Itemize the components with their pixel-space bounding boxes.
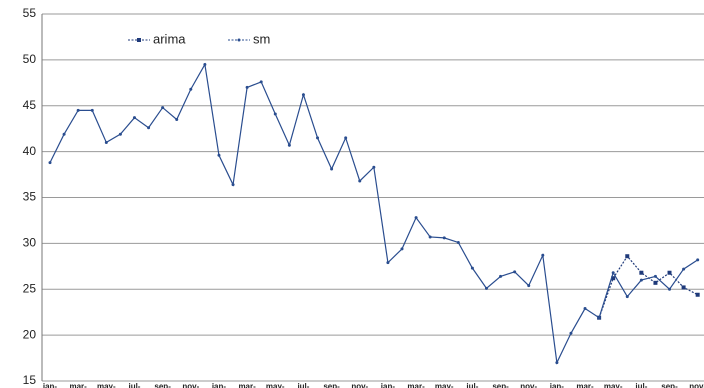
x-tick-label: may-2013 [97,382,116,388]
marker [442,236,446,240]
y-tick-label: 40 [23,144,37,158]
x-tick-label: nov-2015 [520,382,538,388]
marker [681,285,686,290]
x-tick-label: jul-2014 [295,382,313,388]
legend-marker [137,38,141,42]
x-tick-label: mar-2015 [407,382,425,388]
y-tick-label: 15 [23,373,37,387]
x-tick-label: may-2014 [266,382,285,388]
marker [62,132,66,136]
marker [175,118,179,122]
y-tick-label: 30 [23,236,37,250]
x-tick-label: jan-2013 [41,382,59,388]
marker [695,292,700,297]
marker [625,295,629,299]
marker [456,240,460,244]
marker [499,274,503,278]
marker [470,266,474,270]
marker [653,280,658,285]
marker [653,274,657,278]
y-tick-label: 20 [23,327,37,341]
marker [611,271,615,275]
x-tick-label: mar-2013 [69,382,87,388]
marker [287,143,291,147]
marker [161,106,165,110]
legend-label: sm [253,31,270,46]
legend-marker [237,38,241,42]
x-tick-label: jul-2015 [464,382,482,388]
marker [104,140,108,144]
marker [372,165,376,169]
marker [203,62,207,66]
x-tick-label: sep-2013 [154,382,172,388]
marker [696,258,700,262]
marker [639,278,643,282]
marker [682,267,686,271]
marker [48,161,52,165]
marker [667,270,672,275]
marker [90,108,94,112]
marker [668,287,672,291]
x-tick-label: jan-2015 [379,382,397,388]
x-tick-label: jul-2016 [632,382,650,388]
marker [400,247,404,251]
marker [330,167,334,171]
marker [358,179,362,183]
x-tick-label: jan-2016 [548,382,566,388]
marker [316,136,320,140]
x-tick-label: may-2015 [435,382,454,388]
y-tick-label: 35 [23,190,37,204]
x-tick-label: mar-2016 [576,382,594,388]
marker [132,116,136,120]
marker [639,270,644,275]
marker [414,216,418,220]
x-tick-label: may-2016 [604,382,623,388]
y-tick-label: 55 [23,6,37,20]
y-tick-label: 25 [23,281,37,295]
marker [583,307,587,311]
marker [259,80,263,84]
marker [245,85,249,89]
marker [597,316,601,320]
marker [428,235,432,239]
marker [611,276,616,281]
x-tick-label: sep-2015 [492,382,510,388]
x-tick-label: sep-2014 [323,382,341,388]
marker [569,331,573,335]
x-tick-label: mar-2014 [238,382,256,388]
marker [484,286,488,290]
marker [301,93,305,97]
marker [231,183,235,187]
marker [273,112,277,116]
marker [217,153,221,157]
marker [189,87,193,91]
marker [541,253,545,257]
marker [147,126,151,130]
x-tick-label: nov-2014 [351,382,369,388]
marker [527,284,531,288]
x-tick-label: jul-2013 [126,382,144,388]
y-tick-label: 45 [23,98,37,112]
x-tick-label: sep-2016 [661,382,679,388]
x-tick-label: jan-2014 [210,382,228,388]
y-tick-label: 50 [23,52,37,66]
marker [118,132,122,136]
marker [344,136,348,140]
marker [76,108,80,112]
marker [555,361,559,365]
legend-label: arima [153,31,186,46]
x-tick-label: nov-2013 [182,382,200,388]
x-tick-label: nov-2016 [689,382,704,388]
marker [513,270,517,274]
marker [386,261,390,265]
marker [625,254,630,259]
